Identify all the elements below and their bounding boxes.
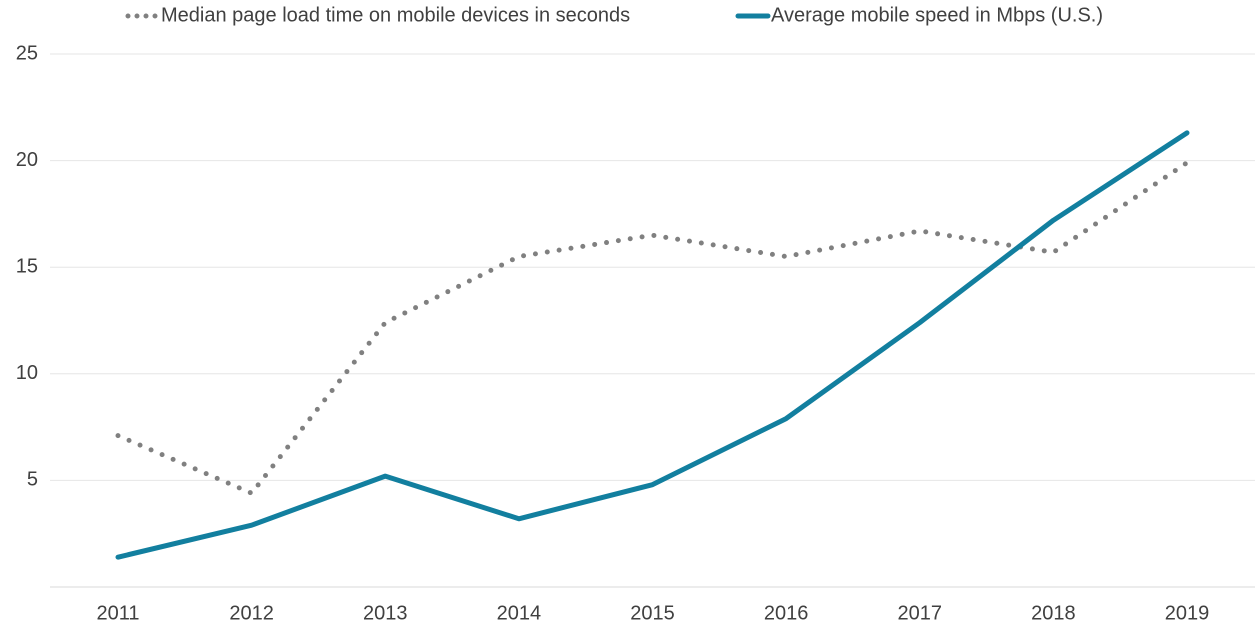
x-tick-label: 2013 bbox=[363, 602, 408, 624]
legend-label: Average mobile speed in Mbps (U.S.) bbox=[771, 4, 1103, 26]
x-tick-label: 2019 bbox=[1165, 602, 1210, 624]
x-tick-label: 2011 bbox=[96, 602, 139, 624]
y-tick-label: 10 bbox=[16, 362, 38, 384]
y-tick-label: 5 bbox=[27, 469, 38, 491]
x-tick-label: 2017 bbox=[898, 602, 943, 624]
x-tick-label: 2016 bbox=[764, 602, 809, 624]
legend-label: Median page load time on mobile devices … bbox=[161, 4, 630, 26]
series-line bbox=[115, 160, 1190, 497]
x-tick-label: 2015 bbox=[630, 602, 675, 624]
y-tick-label: 15 bbox=[16, 255, 38, 277]
x-tick-label: 2012 bbox=[229, 602, 274, 624]
series-line bbox=[115, 130, 1190, 560]
x-tick-label: 2018 bbox=[1031, 602, 1076, 624]
y-tick-label: 20 bbox=[16, 149, 38, 171]
x-tick-label: 2014 bbox=[497, 602, 542, 624]
y-tick-label: 25 bbox=[16, 42, 38, 64]
